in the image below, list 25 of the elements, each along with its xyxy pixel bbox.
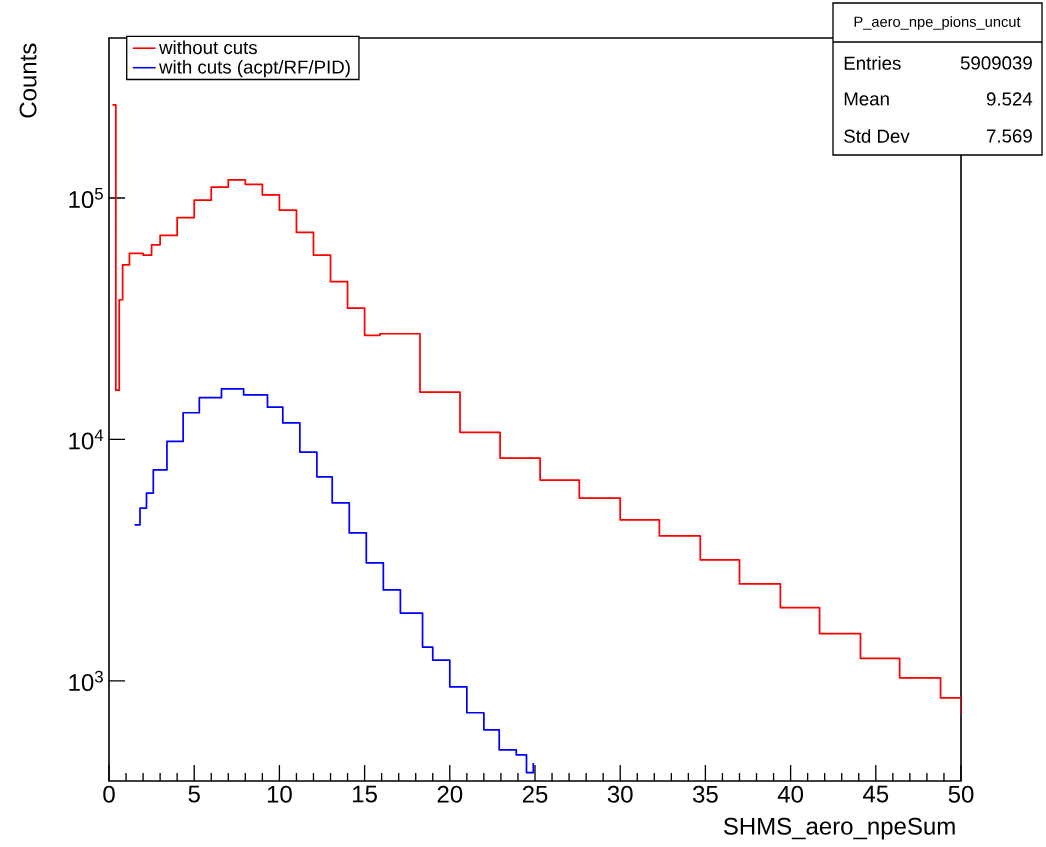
annotation: Entries [844, 56, 901, 70]
y-axis-title: Counts [19, 43, 37, 118]
x-tick-label: 20 [437, 785, 463, 803]
x-tick-label: 40 [777, 785, 804, 803]
annotation: 5909039 [960, 56, 1032, 70]
x-tick-label: 0 [103, 785, 115, 803]
x-tick-label: 45 [863, 785, 889, 803]
x-axis-title: SHMS_aero_npeSum [723, 817, 955, 840]
x-tick-label: 5 [188, 785, 200, 803]
legend-label: without cuts [159, 40, 257, 55]
y-tick-label: 10$^{5}$ [69, 187, 103, 209]
x-tick-label: 35 [692, 785, 718, 803]
annotation: Mean [844, 92, 889, 106]
x-tick-label: 50 [948, 785, 974, 803]
x-tick-label: 25 [522, 785, 548, 803]
y-tick-label: 10$^{4}$ [69, 429, 104, 450]
text: P_aero_npe_pions_uncut [854, 16, 1021, 30]
annotation: Std Dev [844, 129, 910, 143]
legend-label: with cuts (acpt/RF/PID) [159, 59, 350, 78]
y-tick-label: 10$^{3}$ [69, 670, 103, 692]
text: 9.524 [986, 92, 1033, 106]
x-tick-label: 30 [607, 785, 633, 803]
x-tick-label: 10 [267, 785, 292, 803]
text: 7.569 [986, 129, 1032, 143]
x-tick-label: 15 [353, 785, 377, 803]
